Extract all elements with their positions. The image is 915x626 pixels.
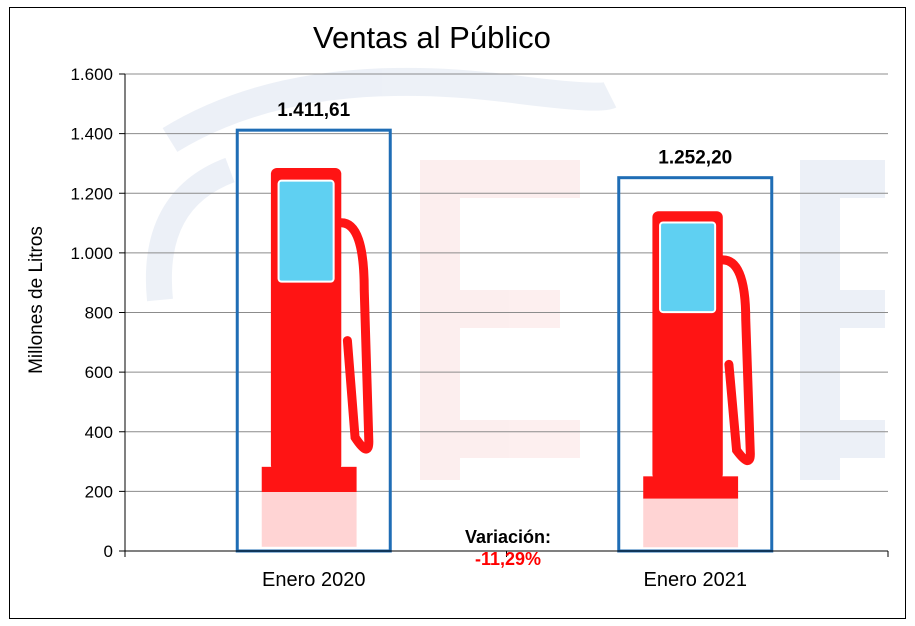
pump-base: [643, 476, 739, 499]
variation-label: Variación:: [464, 527, 552, 547]
y-tick-label: 1.400: [70, 125, 113, 144]
y-tick-label: 800: [85, 304, 113, 323]
pump-hose: [336, 218, 374, 454]
y-tick-label: 1.600: [70, 65, 113, 84]
chart-title: Ventas al Público: [313, 20, 551, 55]
watermark-logo: [145, 67, 885, 480]
variation-annotation: Variación: -11,29%: [465, 526, 551, 570]
grid: [125, 73, 888, 492]
pump-hose: [718, 255, 755, 465]
y-tick-label: 1.200: [70, 184, 113, 203]
y-tick-label: 200: [85, 482, 113, 501]
y-axis-label: Millones de Litros: [26, 226, 47, 374]
axes: 0 200 400 600 800 1.000 1.200 1.400 1.600 Enero 2…: [70, 65, 889, 591]
pump-base: [261, 466, 357, 493]
y-tick-label: 0: [104, 542, 113, 561]
pump-screen: [659, 221, 717, 314]
x-tick-label: Enero 2020: [262, 569, 365, 591]
pump-reflection: [261, 492, 357, 547]
data-label: 1.411,61: [277, 100, 350, 121]
pump-reflection: [643, 498, 739, 548]
bar-1: 1.411,61: [235, 100, 392, 553]
y-tick-label: 1.000: [70, 244, 113, 263]
pump-screen: [277, 179, 335, 283]
y-tick-label: 600: [85, 363, 113, 382]
bar-2: 1.252,20: [617, 148, 774, 553]
bars: 1.411,61 1.252,20: [235, 100, 774, 553]
variation-value: -11,29%: [474, 549, 542, 569]
y-tick-label: 400: [85, 423, 113, 442]
x-tick-label: Enero 2021: [644, 569, 747, 591]
data-label: 1.252,20: [658, 148, 732, 169]
